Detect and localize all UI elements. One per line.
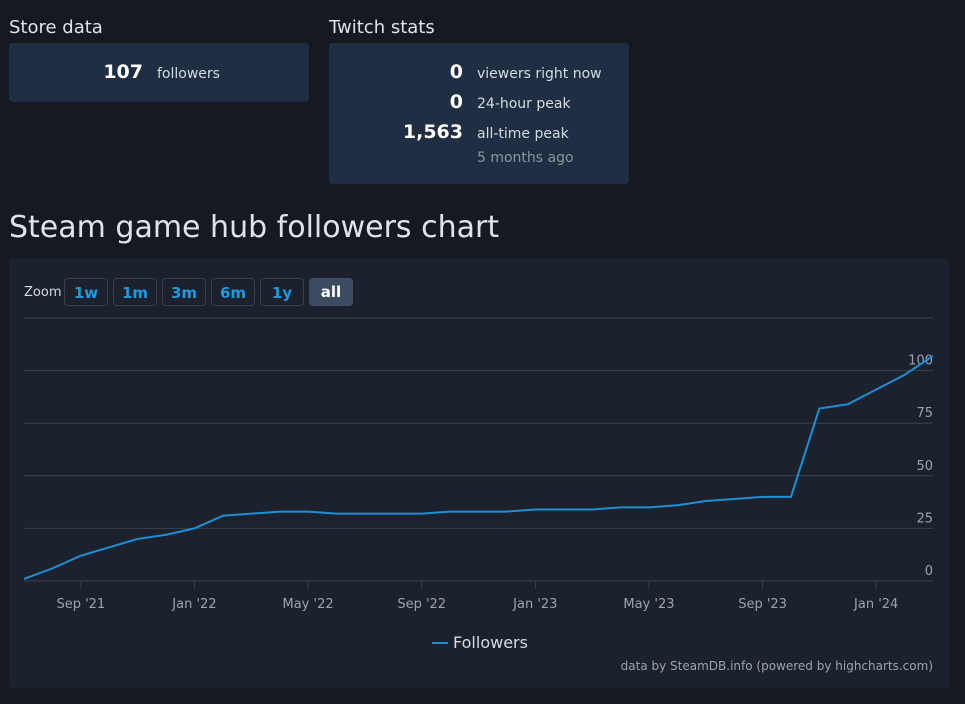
x-tick-label: May '22 — [283, 597, 334, 612]
x-tick-label: Sep '21 — [56, 597, 105, 612]
stat-note: 5 months ago — [477, 150, 574, 166]
chart-title: Steam game hub followers chart — [9, 210, 500, 245]
x-tick-label: Sep '23 — [738, 597, 787, 612]
zoom-button[interactable]: 1y — [260, 278, 304, 306]
x-tick-label: Jan '24 — [853, 597, 898, 612]
section-title: Twitch stats — [329, 17, 435, 38]
stat-value: 0 — [449, 91, 463, 113]
zoom-button[interactable]: 1m — [113, 278, 157, 306]
stat-label: viewers right now — [477, 66, 602, 82]
section-title: Store data — [9, 17, 103, 38]
y-tick-label: 100 — [908, 354, 933, 369]
stat-label: 24-hour peak — [477, 96, 571, 112]
y-tick-label: 0 — [925, 564, 933, 579]
twitch-card: 0 viewers right now 0 24-hour peak 1,563… — [329, 43, 629, 184]
zoom-button[interactable]: 3m — [162, 278, 206, 306]
store-card: 107 followers — [9, 43, 309, 102]
zoom-button[interactable]: all — [309, 278, 353, 306]
stat-value: 1,563 — [402, 121, 463, 143]
stat-label: all-time peak — [477, 126, 569, 142]
x-tick-label: Sep '22 — [397, 597, 446, 612]
zoom-button[interactable]: 6m — [211, 278, 255, 306]
zoom-label: Zoom — [24, 285, 62, 300]
zoom-button[interactable]: 1w — [64, 278, 108, 306]
legend-label: Followers — [453, 633, 528, 652]
x-tick-label: May '23 — [623, 597, 674, 612]
y-tick-label: 75 — [916, 406, 933, 421]
stat-label: followers — [157, 66, 220, 82]
y-tick-label: 50 — [916, 459, 933, 474]
credits: data by SteamDB.info (powered by highcha… — [621, 659, 933, 673]
chart-panel — [9, 258, 949, 688]
y-tick-label: 25 — [916, 511, 933, 526]
stat-value: 0 — [449, 61, 463, 83]
stat-value: 107 — [103, 61, 143, 83]
line — [23, 355, 934, 580]
x-tick-label: Jan '23 — [512, 597, 557, 612]
x-tick-label: Jan '22 — [171, 597, 216, 612]
